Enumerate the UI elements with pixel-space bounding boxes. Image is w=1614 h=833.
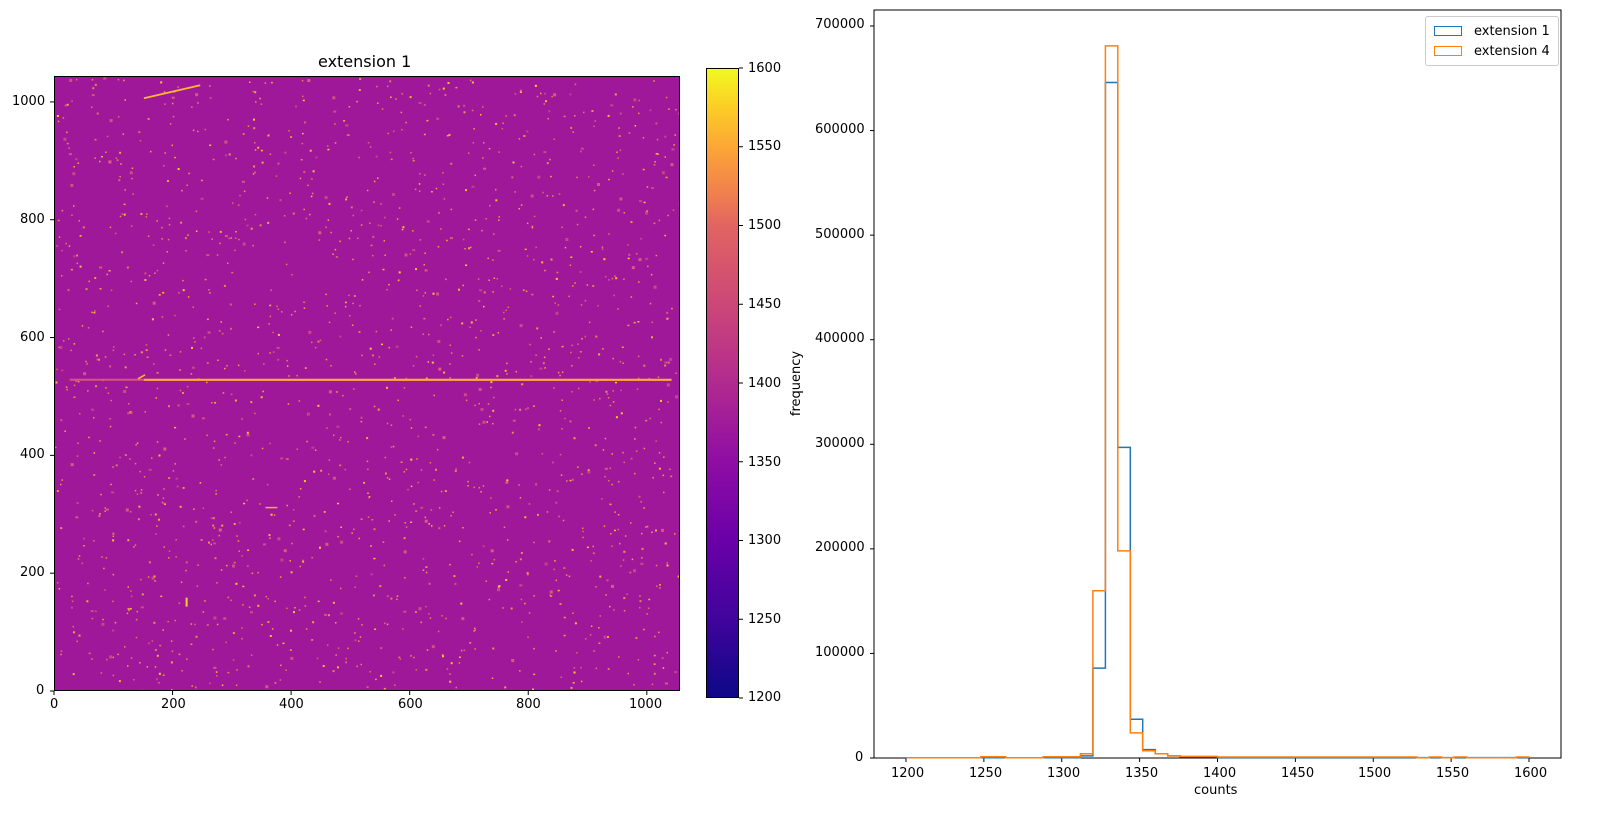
colorbar-tick: 1250: [748, 612, 782, 627]
legend-swatch-icon: [1434, 26, 1462, 36]
y-tick: 0: [855, 750, 864, 765]
legend-label: extension 4: [1474, 43, 1550, 59]
x-tick: 1200: [891, 766, 925, 781]
x-axis-label: counts: [1194, 783, 1238, 798]
colorbar-tick: 1350: [748, 455, 782, 470]
image-area: [54, 76, 680, 691]
x-tick: 1600: [1514, 766, 1548, 781]
legend-swatch-icon: [1434, 46, 1462, 56]
y-tick: 700000: [815, 17, 865, 32]
colorbar-tick: 1450: [748, 297, 782, 312]
legend-item-extension-1: extension 1: [1434, 21, 1550, 41]
x-tick: 1550: [1436, 766, 1470, 781]
x-tick: 1250: [969, 766, 1003, 781]
y-axis-label: frequency: [789, 350, 805, 417]
y-tick: 200: [20, 565, 45, 580]
x-tick: 600: [398, 697, 423, 712]
image-content: [55, 77, 679, 690]
histogram-series-extension-1: [905, 81, 1530, 759]
x-tick: 200: [161, 697, 186, 712]
y-tick: 200000: [815, 540, 865, 555]
x-tick: 1350: [1125, 766, 1159, 781]
x-tick: 1450: [1281, 766, 1315, 781]
x-tick: 1300: [1047, 766, 1081, 781]
colorbar-tick: 1200: [748, 690, 782, 705]
colorbar-tick: 1400: [748, 376, 782, 391]
y-tick: 600000: [815, 122, 865, 137]
colorbar-tick: 1500: [748, 218, 782, 233]
y-tick: 0: [36, 683, 45, 698]
x-tick: 1400: [1203, 766, 1237, 781]
y-tick: 600: [20, 330, 45, 345]
x-tick: 1500: [1358, 766, 1392, 781]
y-tick: 1000: [12, 94, 46, 109]
colorbar-tick: 1550: [748, 139, 782, 154]
y-tick: 400: [20, 447, 45, 462]
colorbar-gradient: [706, 68, 739, 698]
image-title: extension 1: [318, 52, 412, 71]
x-tick: 400: [279, 697, 304, 712]
legend-label: extension 1: [1474, 23, 1550, 39]
colorbar-tick: 1600: [748, 61, 782, 76]
histogram-series-extension-4: [905, 45, 1530, 759]
y-tick: 500000: [815, 227, 865, 242]
colorbar-tick: 1300: [748, 533, 782, 548]
legend: extension 1 extension 4: [1425, 16, 1559, 66]
x-tick: 1000: [629, 697, 663, 712]
x-tick: 0: [50, 697, 59, 712]
y-tick: 100000: [815, 645, 865, 660]
y-tick: 400000: [815, 331, 865, 346]
y-tick: 300000: [815, 436, 865, 451]
legend-item-extension-4: extension 4: [1434, 41, 1550, 61]
y-tick: 800: [20, 212, 45, 227]
x-tick: 800: [516, 697, 541, 712]
